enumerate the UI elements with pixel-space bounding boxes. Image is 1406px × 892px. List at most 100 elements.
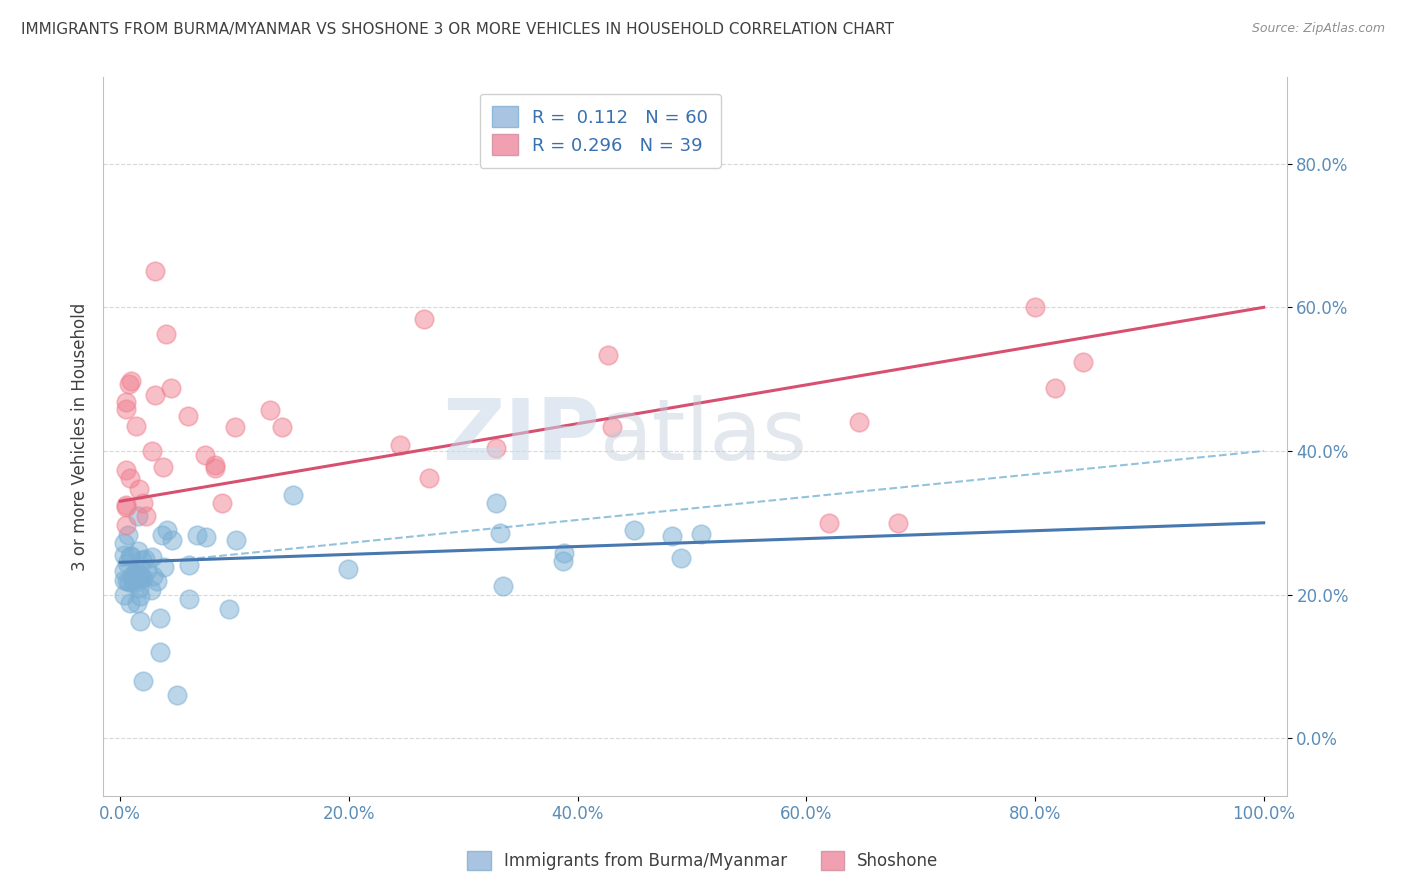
Point <box>194 448 217 462</box>
Point <box>149 645 172 659</box>
Point <box>118 596 141 610</box>
Point <box>337 562 360 576</box>
Point <box>115 499 138 513</box>
Point <box>553 546 575 560</box>
Point <box>389 438 412 452</box>
Point <box>224 420 246 434</box>
Point <box>117 377 139 392</box>
Point <box>1071 354 1094 368</box>
Point <box>156 524 179 538</box>
Point <box>485 441 508 455</box>
Point <box>142 568 165 582</box>
Point <box>115 401 138 416</box>
Point <box>115 463 138 477</box>
Point <box>112 536 135 550</box>
Point <box>146 574 169 588</box>
Point <box>128 581 150 595</box>
Point <box>122 574 145 588</box>
Point <box>115 518 138 533</box>
Point <box>120 374 142 388</box>
Point <box>600 420 623 434</box>
Point <box>127 596 149 610</box>
Point <box>270 420 292 434</box>
Point <box>132 673 155 688</box>
Point <box>218 602 240 616</box>
Point <box>152 559 174 574</box>
Point <box>127 566 149 581</box>
Point <box>112 564 135 578</box>
Point <box>848 415 870 429</box>
Point <box>623 524 645 538</box>
Point <box>162 533 184 548</box>
Point <box>818 516 841 530</box>
Point <box>152 460 174 475</box>
Point <box>127 543 149 558</box>
Point <box>139 582 162 597</box>
Point <box>135 563 157 577</box>
Point <box>131 553 153 567</box>
Point <box>204 458 226 472</box>
Point <box>132 571 155 585</box>
Point <box>125 569 148 583</box>
Point <box>149 611 172 625</box>
Point <box>1043 381 1066 395</box>
Point <box>129 614 152 628</box>
Point <box>418 470 440 484</box>
Point <box>186 528 208 542</box>
Point <box>121 568 143 582</box>
Y-axis label: 3 or more Vehicles in Household: 3 or more Vehicles in Household <box>72 302 89 571</box>
Point <box>225 533 247 547</box>
Point <box>661 529 683 543</box>
Point <box>596 348 619 362</box>
Point <box>128 482 150 496</box>
Point <box>150 527 173 541</box>
Point <box>211 496 233 510</box>
Point <box>204 461 226 475</box>
Point <box>160 381 183 395</box>
Point <box>177 592 200 607</box>
Text: atlas: atlas <box>600 395 808 478</box>
Point <box>689 526 711 541</box>
Point <box>281 488 304 502</box>
Point <box>553 554 575 568</box>
Point <box>177 409 200 423</box>
Point <box>412 312 434 326</box>
Point <box>120 549 142 564</box>
Point <box>129 568 152 582</box>
Point <box>143 264 166 278</box>
Point <box>125 419 148 434</box>
Point <box>484 496 506 510</box>
Point <box>489 526 512 541</box>
Point <box>115 500 138 514</box>
Point <box>141 549 163 564</box>
Point <box>122 575 145 590</box>
Point <box>112 589 135 603</box>
Point <box>115 574 138 588</box>
Legend: R =  0.112   N = 60, R = 0.296   N = 39: R = 0.112 N = 60, R = 0.296 N = 39 <box>479 94 721 168</box>
Point <box>1024 301 1046 315</box>
Point <box>115 556 138 570</box>
Point <box>143 388 166 402</box>
Point <box>122 571 145 585</box>
Point <box>492 579 515 593</box>
Text: IMMIGRANTS FROM BURMA/MYANMAR VS SHOSHONE 3 OR MORE VEHICLES IN HOUSEHOLD CORREL: IMMIGRANTS FROM BURMA/MYANMAR VS SHOSHON… <box>21 22 894 37</box>
Point <box>117 528 139 542</box>
Point <box>131 571 153 585</box>
Legend: Immigrants from Burma/Myanmar, Shoshone: Immigrants from Burma/Myanmar, Shoshone <box>461 844 945 877</box>
Point <box>195 530 218 544</box>
Point <box>141 443 163 458</box>
Point <box>128 589 150 603</box>
Point <box>127 509 149 524</box>
Point <box>118 471 141 485</box>
Point <box>118 575 141 590</box>
Point <box>135 509 157 524</box>
Point <box>887 516 910 530</box>
Text: ZIP: ZIP <box>443 395 600 478</box>
Point <box>112 573 135 587</box>
Point <box>132 496 155 510</box>
Point <box>669 550 692 565</box>
Point <box>259 403 281 417</box>
Point <box>177 558 200 572</box>
Point <box>112 548 135 562</box>
Point <box>122 567 145 582</box>
